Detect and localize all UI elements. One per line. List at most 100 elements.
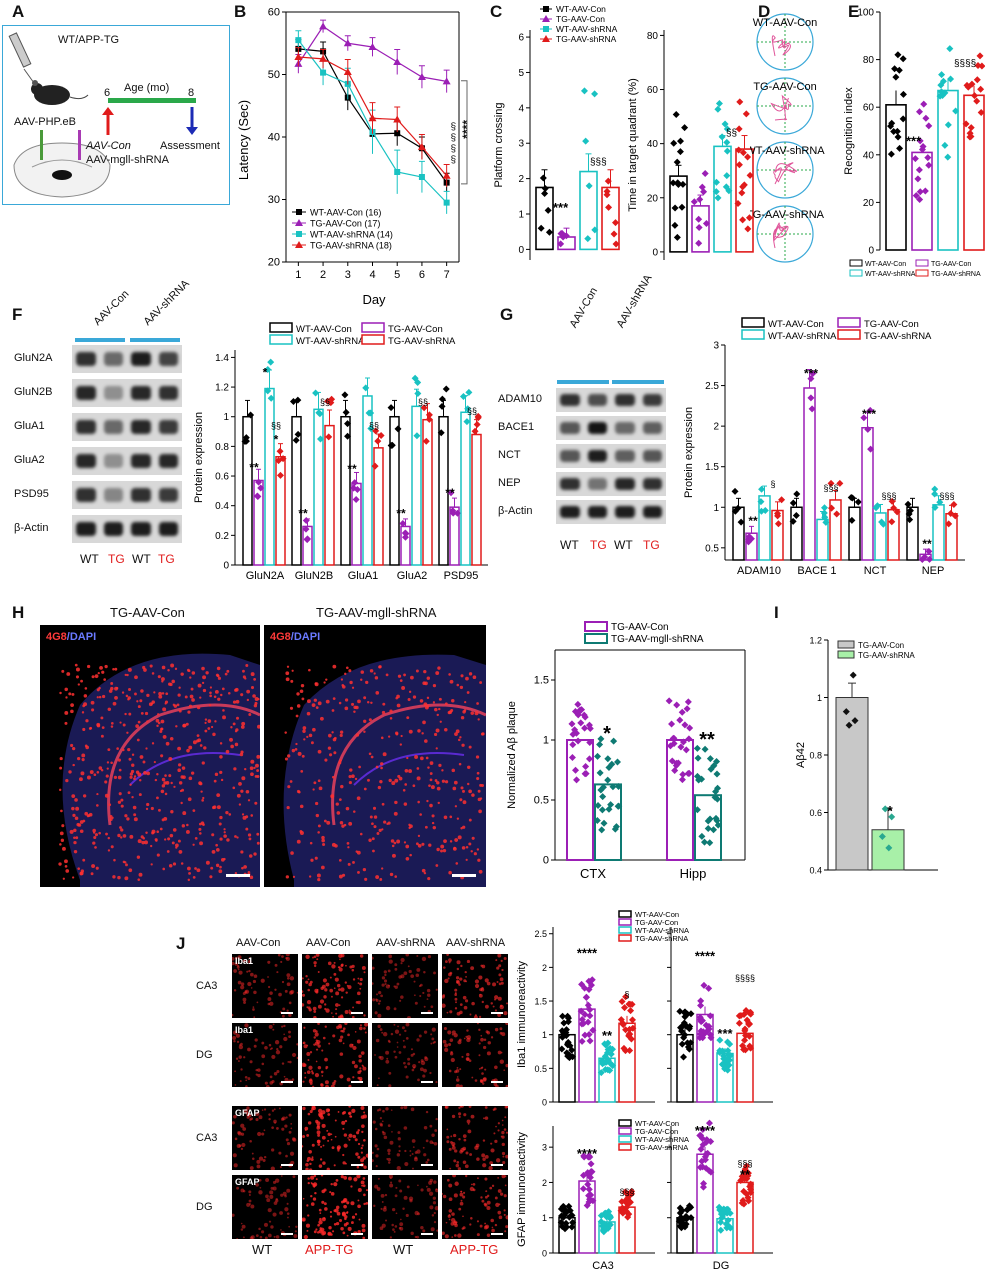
cell-dot bbox=[382, 1131, 386, 1136]
chart-j1-point bbox=[619, 1021, 627, 1029]
chart-f-point bbox=[459, 392, 467, 400]
j-micrograph-dots bbox=[302, 954, 366, 1018]
chart-j2-point bbox=[702, 1150, 710, 1158]
chart-j1-point bbox=[586, 1037, 594, 1045]
plaque-dot bbox=[375, 765, 379, 769]
cell-dot bbox=[402, 1207, 405, 1211]
cell-dot bbox=[455, 1001, 457, 1004]
chart-e-point bbox=[973, 97, 981, 105]
cell-dot bbox=[411, 1139, 416, 1143]
chart-j1-point bbox=[696, 1013, 704, 1021]
plaque-dot bbox=[379, 779, 383, 784]
plaque-dot bbox=[329, 753, 333, 757]
plaque-dot bbox=[241, 776, 246, 781]
cell-dot bbox=[329, 1215, 333, 1218]
cell-dot bbox=[304, 1072, 307, 1075]
cell-dot bbox=[361, 1184, 364, 1187]
f-blot-protein-label: PSD95 bbox=[14, 488, 49, 500]
cell-dot bbox=[350, 1201, 355, 1206]
cell-dot bbox=[309, 1109, 313, 1114]
cell-dot bbox=[418, 1060, 421, 1064]
chart-b-point bbox=[418, 174, 425, 180]
cell-dot bbox=[253, 974, 258, 978]
cell-dot bbox=[454, 1149, 458, 1153]
cell-dot bbox=[307, 978, 310, 981]
chart-g-point bbox=[789, 517, 797, 525]
cell-dot bbox=[274, 1040, 280, 1045]
plaque-dot bbox=[60, 838, 65, 842]
cell-dot bbox=[250, 1204, 255, 1209]
plaque-dot bbox=[348, 821, 353, 826]
chart-h-category-label: Hipp bbox=[680, 866, 707, 881]
chart-f-point bbox=[247, 411, 255, 419]
cell-dot bbox=[388, 954, 393, 959]
chart-f-significance: §§ bbox=[271, 421, 281, 431]
chart-j2-point bbox=[589, 1197, 597, 1205]
h-title-right: TG-AAV-mgll-shRNA bbox=[316, 605, 437, 620]
cell-dot bbox=[321, 1075, 324, 1077]
cell-dot bbox=[361, 1124, 365, 1128]
chart-c2-point bbox=[739, 183, 747, 191]
chart-b-point bbox=[417, 143, 426, 150]
plaque-dot bbox=[205, 860, 210, 865]
cell-dot bbox=[391, 1223, 394, 1227]
chart-e-point bbox=[964, 83, 972, 91]
g-blot-band bbox=[587, 450, 607, 462]
plaque-dot bbox=[220, 693, 223, 697]
plaque-dot bbox=[477, 789, 481, 793]
cell-dot bbox=[361, 1130, 364, 1134]
chart-h-bar bbox=[594, 783, 622, 861]
chart-c1-point bbox=[539, 174, 547, 182]
cell-dot bbox=[462, 1215, 464, 1218]
plaque-dot bbox=[252, 694, 256, 698]
cell-dot bbox=[377, 1013, 382, 1018]
cell-dot bbox=[302, 993, 306, 997]
cell-dot bbox=[497, 1210, 502, 1215]
cell-dot bbox=[277, 954, 281, 957]
plaque-dot bbox=[435, 747, 438, 750]
cell-dot bbox=[286, 1142, 291, 1146]
cell-dot bbox=[348, 1111, 352, 1116]
chart-c2-point bbox=[701, 170, 709, 178]
plaque-dot bbox=[145, 747, 148, 750]
plaque-dot bbox=[199, 696, 202, 699]
cell-dot bbox=[339, 1025, 343, 1029]
chart-j2-point bbox=[707, 1137, 715, 1145]
cell-dot bbox=[360, 1158, 365, 1163]
cell-dot bbox=[394, 963, 398, 967]
cell-dot bbox=[269, 1194, 274, 1199]
plaque-dot bbox=[317, 831, 320, 834]
chart-j2-point bbox=[747, 1185, 755, 1193]
chart-i-point bbox=[842, 708, 850, 716]
cell-dot bbox=[248, 1199, 252, 1203]
cell-dot bbox=[433, 1180, 437, 1184]
plaque-dot bbox=[201, 761, 205, 765]
cell-dot bbox=[302, 1003, 305, 1007]
cell-dot bbox=[293, 1234, 298, 1239]
chart-j1-legend-label: WT-AAV-shRNA bbox=[635, 926, 689, 935]
chart-b-point bbox=[294, 53, 303, 60]
plaque-dot bbox=[65, 696, 68, 699]
plaque-dot bbox=[196, 868, 201, 873]
plaque-dot bbox=[202, 675, 207, 680]
plaque-dot bbox=[186, 823, 189, 827]
cell-dot bbox=[458, 1138, 461, 1141]
plaque-dot bbox=[344, 672, 347, 676]
chart-b-point bbox=[394, 169, 401, 175]
cell-dot bbox=[242, 997, 247, 1002]
cell-dot bbox=[500, 981, 504, 985]
plaque-dot bbox=[390, 839, 395, 843]
cell-dot bbox=[317, 1004, 322, 1009]
cell-dot bbox=[383, 1205, 387, 1209]
cell-dot bbox=[272, 1023, 275, 1026]
plaque-dot bbox=[181, 788, 185, 792]
chart-b-point bbox=[368, 114, 377, 122]
cell-dot bbox=[311, 1143, 315, 1147]
plaque-dot bbox=[325, 678, 328, 681]
plaque-dot bbox=[456, 817, 460, 820]
chart-j1-point bbox=[718, 1060, 726, 1068]
cell-dot bbox=[426, 988, 431, 993]
plaque-dot bbox=[151, 831, 155, 835]
chart-j2-point bbox=[676, 1222, 684, 1230]
chart-j1-point bbox=[560, 1019, 568, 1027]
